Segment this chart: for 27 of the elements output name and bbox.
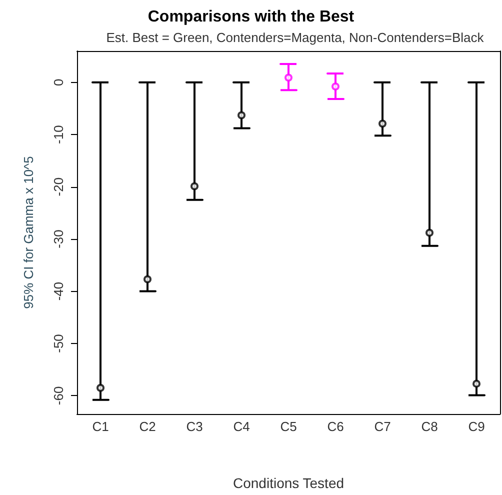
x-tick-label: C8 (421, 419, 438, 434)
x-tick-label: C6 (327, 419, 344, 434)
x-tick-label: C7 (374, 419, 391, 434)
x-tick-label: C4 (233, 419, 250, 434)
x-axis-title: Conditions Tested (232, 475, 344, 491)
y-axis-title: 95% CI for Gamma x 10^5 (21, 156, 36, 309)
y-tick-label: -50 (51, 334, 66, 353)
y-tick-label: -10 (51, 125, 66, 144)
x-tick-label: C2 (139, 419, 156, 434)
x-tick-label: C1 (92, 419, 109, 434)
y-tick-label: -30 (51, 230, 66, 248)
point (144, 275, 152, 284)
chart-subtitle: Est. Best = Green, Contenders=Magenta, Non-Contenders=Black (106, 30, 484, 45)
y-tick-label: -40 (51, 282, 66, 301)
x-tick-label: C3 (186, 419, 203, 434)
y-tick-label: -60 (51, 386, 66, 406)
point (472, 380, 480, 388)
point (378, 120, 386, 128)
x-tick-label: C5 (280, 419, 297, 434)
chart-title: Comparisons with the Best (148, 8, 355, 26)
point (96, 384, 104, 392)
y-tick-label: 0 (51, 78, 66, 86)
point (190, 182, 198, 190)
point (238, 111, 246, 120)
x-tick-label: C9 (468, 419, 485, 434)
point (426, 228, 434, 237)
y-tick-label: -20 (51, 177, 66, 196)
